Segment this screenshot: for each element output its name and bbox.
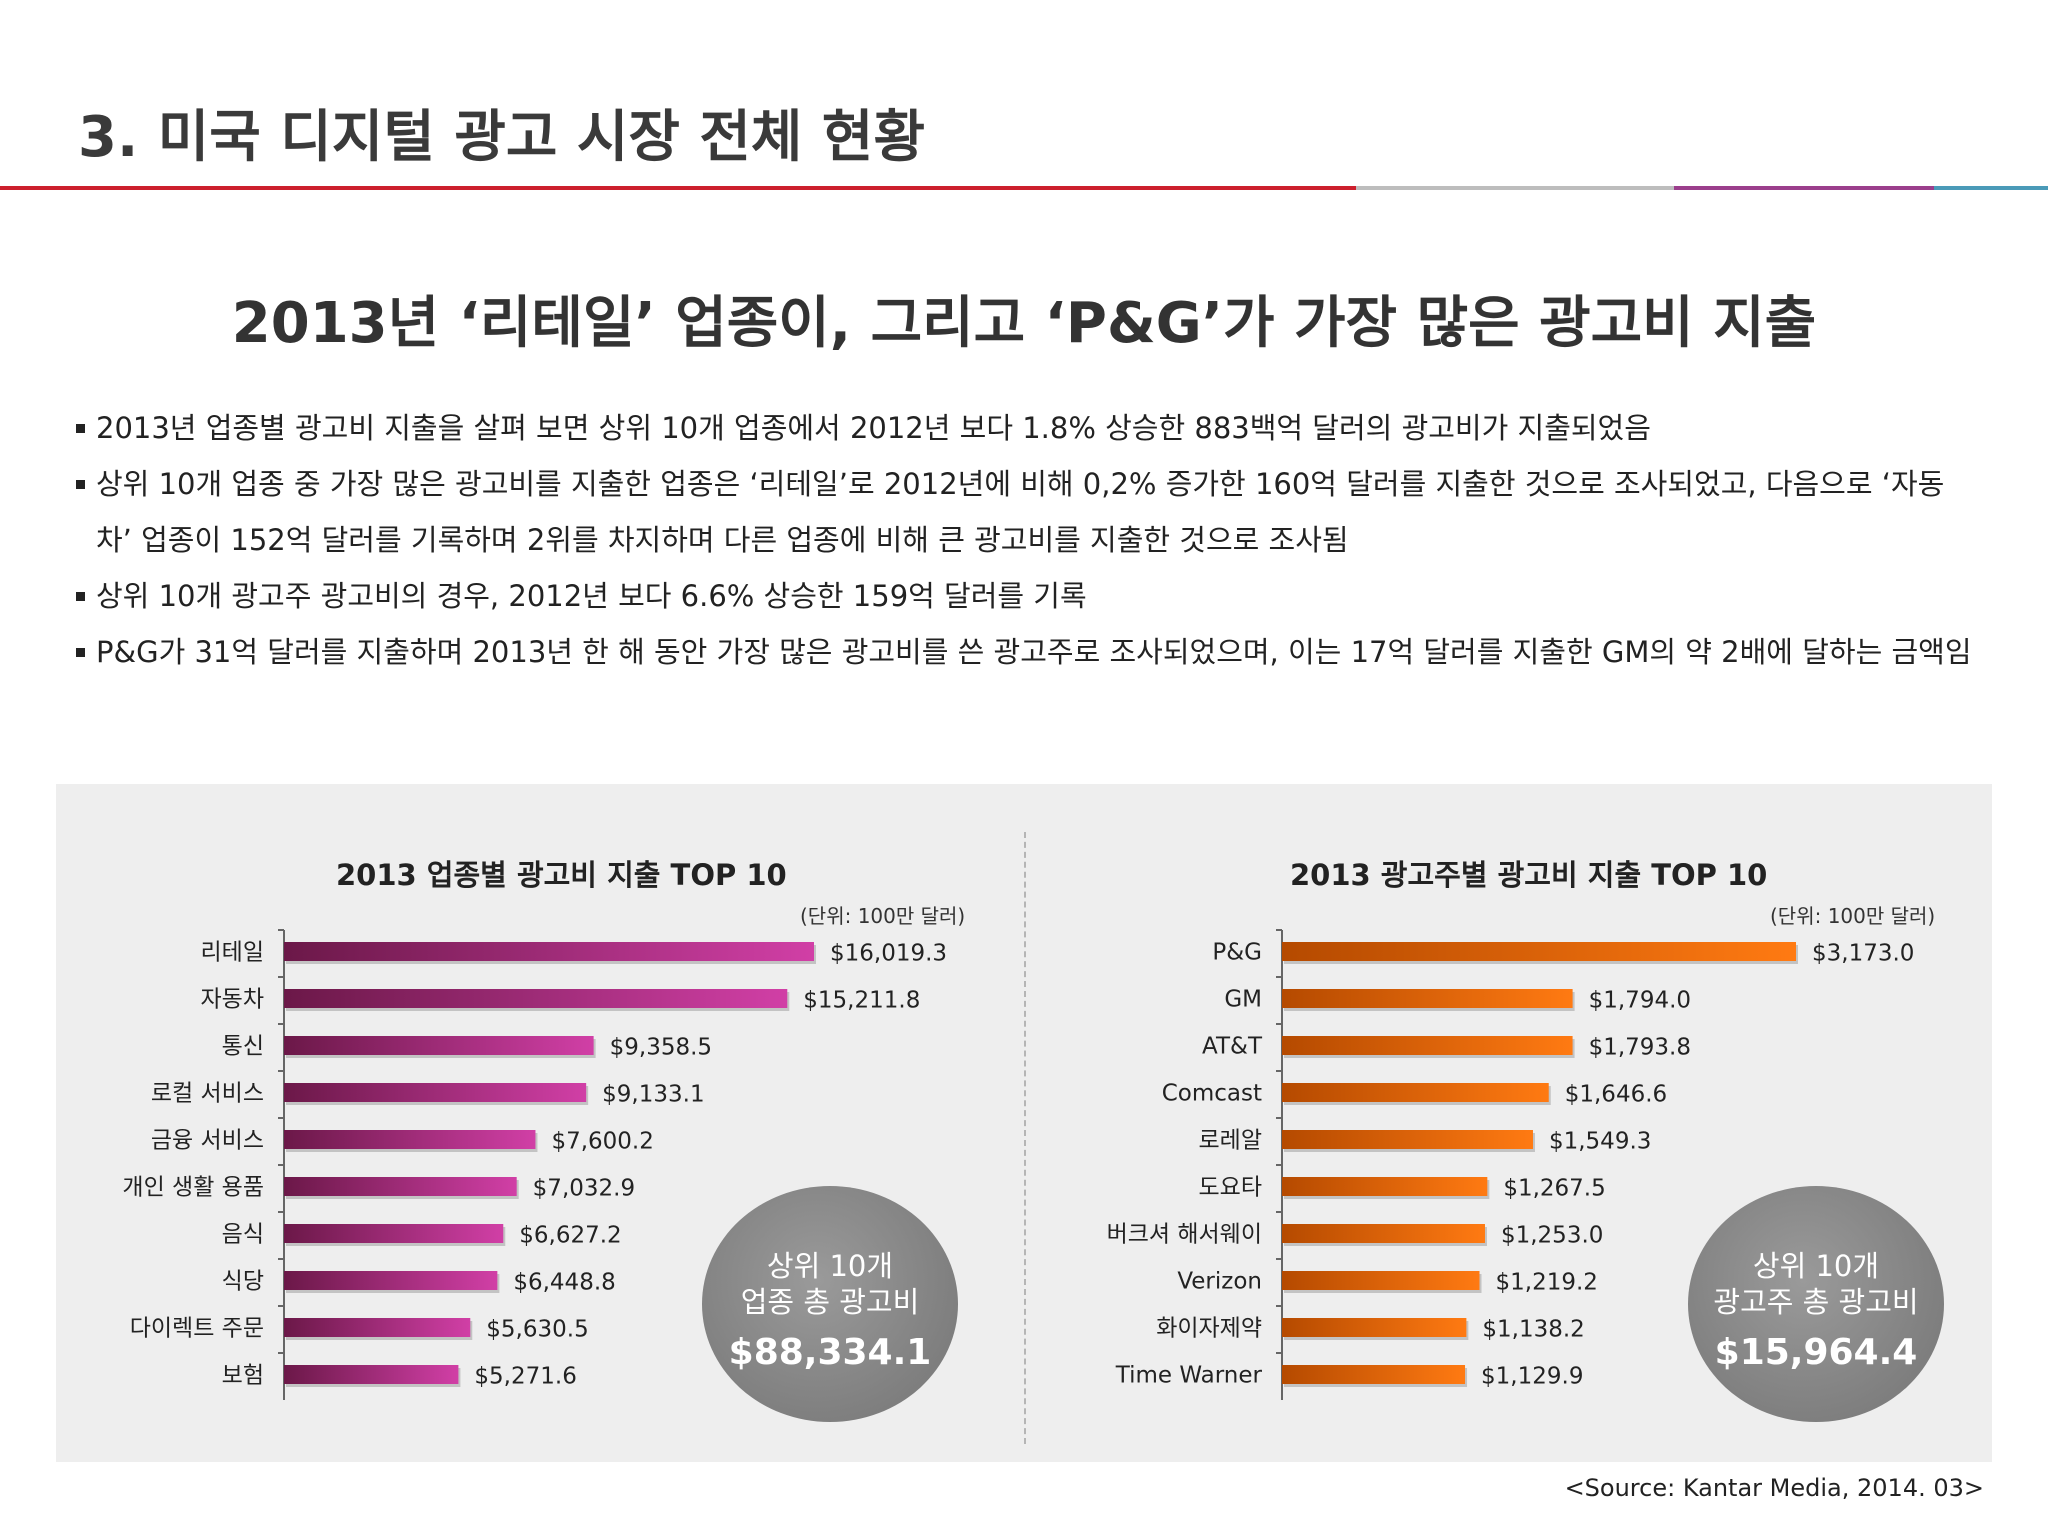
industry-value-label: $7,032.9 xyxy=(533,1176,635,1202)
industry-category-label: 통신 xyxy=(222,1034,264,1060)
advertiser-category-label: 도요타 xyxy=(1199,1175,1262,1201)
bullet-item: 상위 10개 업종 중 가장 많은 광고비를 지출한 업종은 ‘리테일’로 20… xyxy=(76,456,1976,568)
advertiser-bar xyxy=(1282,1036,1573,1055)
industry-bar xyxy=(284,1177,517,1196)
industry-category-label: 자동차 xyxy=(201,987,264,1013)
industry-chart-title: 2013 업종별 광고비 지출 TOP 10 xyxy=(336,858,787,892)
industry-category-label: 식당 xyxy=(222,1269,264,1295)
industry-value-label: $5,271.6 xyxy=(474,1364,576,1390)
industry-category-label: 개인 생활 용품 xyxy=(122,1175,264,1201)
chart-divider xyxy=(1024,832,1026,1444)
advertiser-chart-unit: (단위: 100만 달러) xyxy=(1770,904,1936,928)
title-rule-blue xyxy=(1934,186,2048,190)
advertiser-category-label: P&G xyxy=(1212,940,1262,966)
advertiser-bar xyxy=(1282,1271,1480,1290)
industry-value-label: $6,627.2 xyxy=(519,1223,621,1249)
industry-value-label: $15,211.8 xyxy=(803,988,920,1014)
advertiser-value-label: $1,267.5 xyxy=(1503,1176,1605,1202)
industry-total-label-line1: 상위 10개 xyxy=(766,1249,894,1283)
advertiser-value-label: $3,173.0 xyxy=(1812,941,1914,967)
advertiser-category-label: 버크셔 해서웨이 xyxy=(1107,1222,1262,1248)
advertiser-value-label: $1,646.6 xyxy=(1565,1082,1667,1108)
bullet-item: P&G가 31억 달러를 지출하며 2013년 한 해 동안 가장 많은 광고비… xyxy=(76,624,1976,680)
advertiser-value-label: $1,253.0 xyxy=(1501,1223,1603,1249)
advertiser-bar xyxy=(1282,1365,1466,1384)
bullet-list: 2013년 업종별 광고비 지출을 살펴 보면 상위 10개 업종에서 2012… xyxy=(76,400,1976,680)
advertiser-category-label: Verizon xyxy=(1177,1269,1262,1295)
industry-category-label: 다이렉트 주문 xyxy=(130,1316,264,1342)
bullet-item: 2013년 업종별 광고비 지출을 살펴 보면 상위 10개 업종에서 2012… xyxy=(76,400,1976,456)
advertiser-category-label: Comcast xyxy=(1162,1081,1262,1107)
advertiser-bar xyxy=(1282,942,1796,961)
industry-bar xyxy=(284,942,814,961)
industry-chart-unit: (단위: 100만 달러) xyxy=(800,904,966,928)
advertiser-total-circle: 상위 10개 광고주 총 광고비 $15,964.4 xyxy=(1688,1186,1944,1422)
advertiser-bar xyxy=(1282,989,1573,1008)
advertiser-category-label: AT&T xyxy=(1202,1034,1263,1060)
advertiser-bar xyxy=(1282,1224,1485,1243)
headline: 2013년 ‘리테일’ 업종이, 그리고 ‘P&G’가 가장 많은 광고비 지출 xyxy=(231,291,1817,356)
advertiser-value-label: $1,793.8 xyxy=(1589,1035,1691,1061)
industry-bar xyxy=(284,1365,459,1384)
advertiser-value-label: $1,219.2 xyxy=(1496,1270,1598,1296)
industry-bar xyxy=(284,989,788,1008)
industry-category-label: 보험 xyxy=(222,1363,264,1389)
industry-bar xyxy=(284,1224,504,1243)
industry-category-label: 금융 서비스 xyxy=(151,1128,264,1154)
industry-category-label: 로컬 서비스 xyxy=(151,1081,264,1107)
advertiser-chart-title: 2013 광고주별 광고비 지출 TOP 10 xyxy=(1290,858,1768,892)
industry-value-label: $6,448.8 xyxy=(513,1270,615,1296)
advertiser-total-label-line2: 광고주 총 광고비 xyxy=(1713,1285,1919,1319)
title-rule-red xyxy=(0,186,1356,190)
industry-bar xyxy=(284,1318,471,1337)
advertiser-value-label: $1,138.2 xyxy=(1482,1317,1584,1343)
title-rule-grey xyxy=(1356,186,1674,190)
industry-value-label: $16,019.3 xyxy=(830,941,947,967)
advertiser-bar xyxy=(1282,1083,1549,1102)
industry-total-value: $88,334.1 xyxy=(728,1332,932,1373)
advertiser-value-label: $1,794.0 xyxy=(1589,988,1691,1014)
advertiser-value-label: $1,129.9 xyxy=(1481,1364,1583,1390)
source-note: <Source: Kantar Media, 2014. 03> xyxy=(1564,1474,1984,1502)
industry-category-label: 음식 xyxy=(222,1222,264,1248)
industry-category-label: 리테일 xyxy=(201,940,264,966)
industry-bar xyxy=(284,1083,587,1102)
advertiser-value-label: $1,549.3 xyxy=(1549,1129,1651,1155)
industry-bar xyxy=(284,1130,536,1149)
industry-bar-chart: 리테일 $16,019.3 자동차 $15,211.8 통신 $9,358.5 로컬 서비스… xyxy=(122,929,947,1400)
bullet-item: 상위 10개 광고주 광고비의 경우, 2012년 보다 6.6% 상승한 15… xyxy=(76,568,1976,624)
advertiser-category-label: 로레알 xyxy=(1199,1128,1262,1154)
advertiser-category-label: Time Warner xyxy=(1115,1363,1263,1389)
industry-total-label-line2: 업종 총 광고비 xyxy=(740,1285,920,1319)
industry-total-circle: 상위 10개 업종 총 광고비 $88,334.1 xyxy=(702,1186,958,1422)
advertiser-total-value: $15,964.4 xyxy=(1714,1332,1918,1373)
title-rule-purple xyxy=(1674,186,1934,190)
industry-value-label: $5,630.5 xyxy=(486,1317,588,1343)
advertiser-bar xyxy=(1282,1130,1533,1149)
advertiser-category-label: GM xyxy=(1224,987,1262,1013)
industry-value-label: $9,133.1 xyxy=(602,1082,704,1108)
advertiser-bar xyxy=(1282,1177,1488,1196)
section-title: 3. 미국 디지털 광고 시장 전체 현황 xyxy=(78,105,925,170)
advertiser-category-label: 화이자제약 xyxy=(1156,1316,1262,1342)
advertiser-bar-chart: P&G $3,173.0 GM $1,794.0 AT&T $1,793.8 Comcast… xyxy=(1107,929,1914,1400)
advertiser-total-label-line1: 상위 10개 xyxy=(1752,1249,1880,1283)
advertiser-bar xyxy=(1282,1318,1467,1337)
industry-value-label: $7,600.2 xyxy=(551,1129,653,1155)
industry-bar xyxy=(284,1271,498,1290)
industry-value-label: $9,358.5 xyxy=(610,1035,712,1061)
industry-bar xyxy=(284,1036,594,1055)
